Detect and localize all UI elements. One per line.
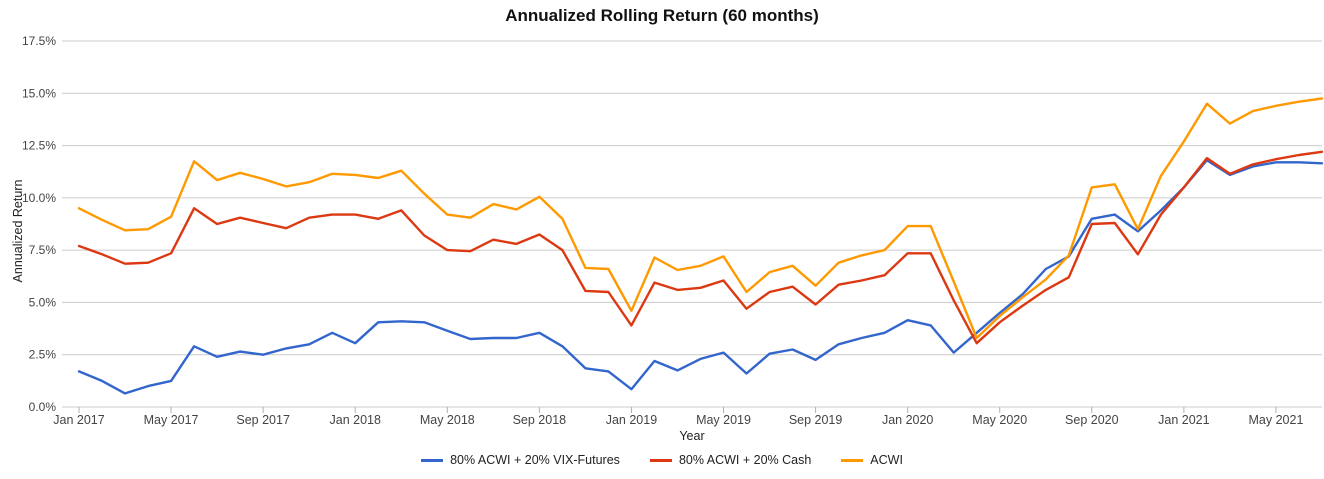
legend-label: 80% ACWI + 20% Cash (678, 453, 812, 467)
x-tick-label: Jan 2017 (53, 413, 104, 427)
x-tick-label: May 2019 (696, 413, 751, 427)
legend-label: 80% ACWI + 20% VIX-Futures (450, 453, 620, 467)
y-tick-label: 10.0% (22, 191, 56, 205)
x-tick-label: Sep 2020 (1065, 413, 1119, 427)
x-tick-label: May 2021 (1249, 413, 1304, 427)
x-tick-label: Sep 2018 (513, 413, 567, 427)
x-tick-label: Jan 2018 (330, 413, 381, 427)
legend-item-cash[interactable]: 80% ACWI + 20% Cash (649, 453, 812, 467)
y-axis-title: Annualized Return (11, 179, 25, 283)
series-line-80-acwi-20-cash (77, 150, 1324, 345)
x-tick-label: Jan 2019 (606, 413, 657, 427)
x-tick-label: Sep 2017 (236, 413, 290, 427)
series-line-80-acwi-20-vix-futures (77, 158, 1324, 395)
x-axis-title: Year (679, 429, 705, 443)
y-tick-label: 12.5% (22, 139, 56, 153)
y-tick-label: 0.0% (29, 400, 57, 414)
y-tick-label: 5.0% (29, 295, 57, 309)
x-tick-label: May 2018 (420, 413, 475, 427)
legend-item-acwi[interactable]: ACWI (841, 453, 903, 467)
legend-item-vix-futures[interactable]: 80% ACWI + 20% VIX-Futures (421, 453, 620, 467)
y-tick-label: 7.5% (29, 243, 57, 257)
y-tick-label: 15.0% (22, 86, 56, 100)
y-tick-label: 2.5% (29, 348, 57, 362)
x-tick-label: Sep 2019 (789, 413, 843, 427)
x-tick-label: Jan 2021 (1158, 413, 1209, 427)
legend-swatch-orange-line-icon (841, 458, 864, 462)
series-line-acwi (77, 97, 1324, 340)
x-tick-label: May 2020 (972, 413, 1027, 427)
legend-swatch-blue-line-icon (421, 458, 444, 462)
chart-title: Annualized Rolling Return (60 months) (505, 6, 819, 25)
y-tick-label: 17.5% (22, 34, 56, 48)
legend-label: ACWI (870, 453, 903, 467)
chart-legend: 80% ACWI + 20% VIX-Futures 80% ACWI + 20… (0, 453, 1324, 467)
x-tick-label: May 2017 (144, 413, 199, 427)
legend-swatch-red-line-icon (649, 458, 672, 462)
x-tick-label: Jan 2020 (882, 413, 933, 427)
